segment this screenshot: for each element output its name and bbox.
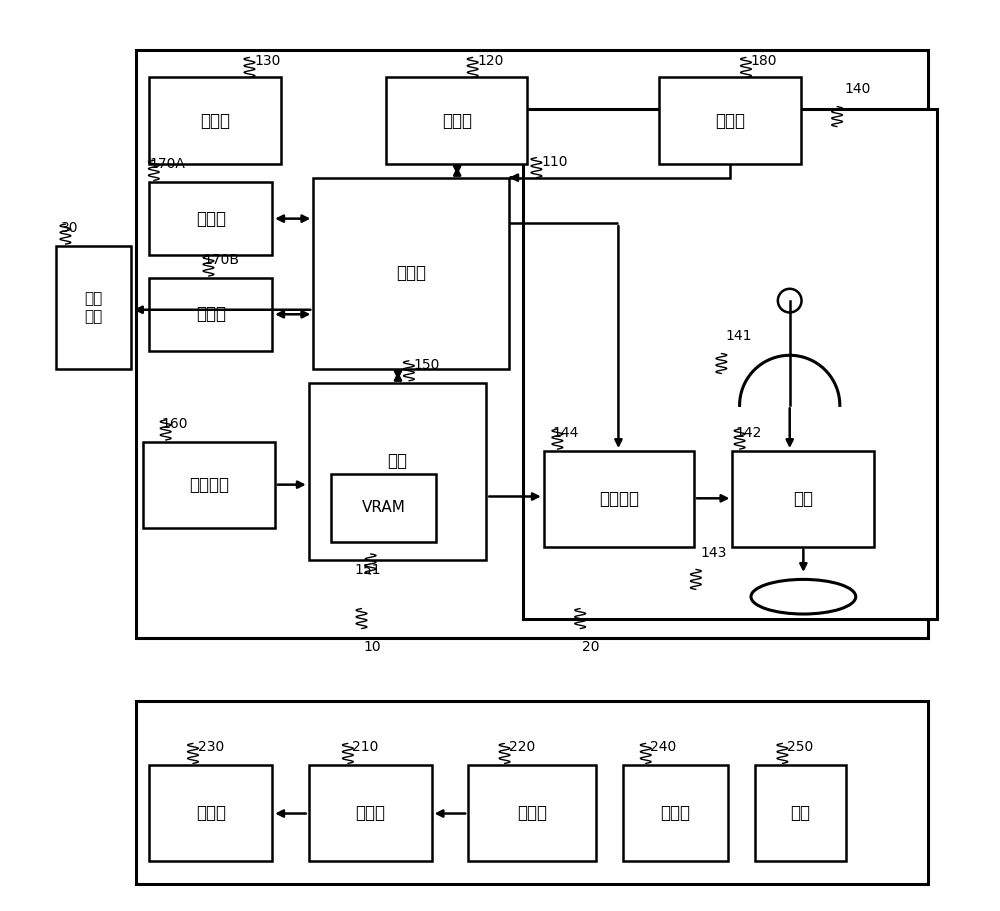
Bar <box>468 765 596 861</box>
Text: 240: 240 <box>650 741 677 754</box>
Bar <box>143 442 275 528</box>
Text: 控制部: 控制部 <box>355 804 385 822</box>
Text: 210: 210 <box>352 741 379 754</box>
Text: 通信部: 通信部 <box>715 112 745 129</box>
Text: 220: 220 <box>509 741 535 754</box>
Text: 230: 230 <box>198 741 224 754</box>
Text: 通信部: 通信部 <box>517 804 547 822</box>
Text: 发光
装置: 发光 装置 <box>85 292 103 323</box>
Text: 存储部: 存储部 <box>442 112 472 129</box>
Bar <box>309 383 486 560</box>
Text: 操作部: 操作部 <box>660 804 690 822</box>
Text: 10: 10 <box>364 640 381 653</box>
Text: 160: 160 <box>161 417 188 431</box>
Text: VRAM: VRAM <box>362 500 406 516</box>
Bar <box>309 765 432 861</box>
Bar <box>659 77 801 164</box>
Text: 140: 140 <box>844 82 871 96</box>
Text: 142: 142 <box>735 426 761 440</box>
Text: 光阀: 光阀 <box>793 490 813 507</box>
Bar <box>149 77 281 164</box>
Bar <box>331 474 436 542</box>
Text: 驱动电路: 驱动电路 <box>599 490 639 507</box>
Text: 150: 150 <box>413 358 440 372</box>
Bar <box>136 701 928 884</box>
Bar <box>732 451 874 547</box>
Text: 143: 143 <box>700 547 727 560</box>
Bar <box>149 182 272 255</box>
Text: 30: 30 <box>61 221 78 235</box>
Bar <box>149 765 272 861</box>
Bar <box>149 278 272 351</box>
Bar <box>755 765 846 861</box>
Text: 发光部: 发光部 <box>196 804 226 822</box>
Text: 170B: 170B <box>204 253 240 267</box>
Bar <box>313 178 509 369</box>
Text: 110: 110 <box>541 155 567 169</box>
Text: 20: 20 <box>582 640 600 653</box>
Bar <box>56 246 131 369</box>
Text: 电源: 电源 <box>791 804 811 822</box>
Text: 影像接口: 影像接口 <box>189 476 229 494</box>
Text: 130: 130 <box>254 55 280 68</box>
Bar <box>136 50 928 638</box>
Text: 控制部: 控制部 <box>396 264 426 282</box>
Text: 250: 250 <box>787 741 813 754</box>
Text: 144: 144 <box>553 426 579 440</box>
Bar <box>544 451 694 547</box>
Text: 摄像部: 摄像部 <box>196 210 226 228</box>
Bar <box>523 109 937 619</box>
Bar <box>386 77 527 164</box>
Text: 120: 120 <box>477 55 504 68</box>
Text: 151: 151 <box>355 563 381 577</box>
Text: 影像
处理部: 影像 处理部 <box>383 452 413 491</box>
Text: 141: 141 <box>726 330 752 343</box>
Bar <box>623 765 728 861</box>
Text: 180: 180 <box>751 55 777 68</box>
Text: 170A: 170A <box>149 158 185 171</box>
Text: 操作部: 操作部 <box>200 112 230 129</box>
Text: 摄像部: 摄像部 <box>196 305 226 323</box>
